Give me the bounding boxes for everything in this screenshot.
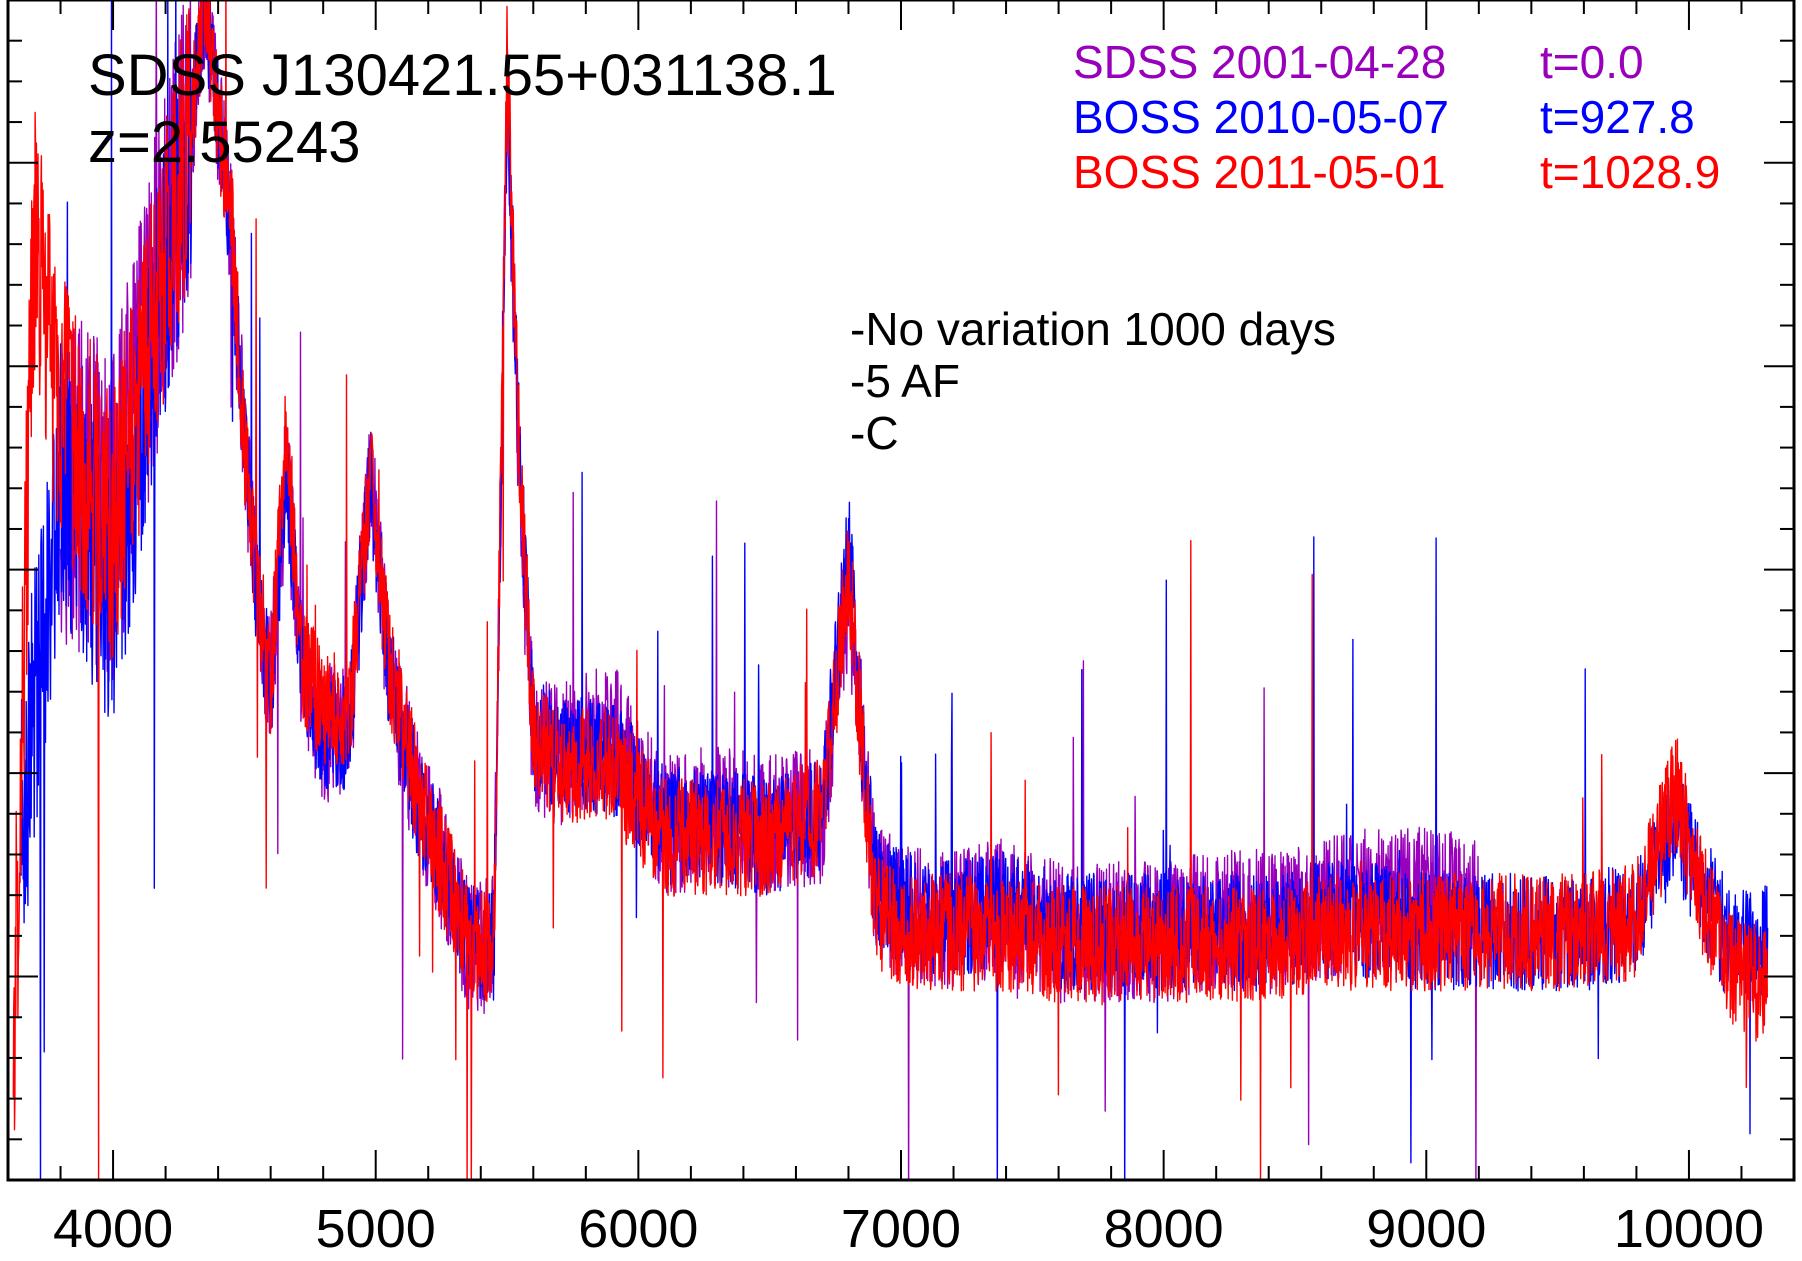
legend-time-boss-2010: t=927.8 — [1540, 91, 1695, 143]
x-tick-label-7000: 7000 — [841, 1199, 961, 1259]
x-tick-label-5000: 5000 — [316, 1199, 436, 1259]
legend-entry-boss-2010: BOSS 2010-05-07 t=927.8 — [1073, 91, 1695, 143]
legend-label-boss-2011: BOSS 2011-05-01 — [1073, 146, 1446, 198]
x-tick-label-6000: 6000 — [578, 1199, 698, 1259]
legend-time-sdss-2001: t=0.0 — [1540, 36, 1644, 88]
annotation-af: -5 AF — [850, 355, 960, 407]
annotations: -No variation 1000 days -5 AF -C — [850, 303, 1336, 459]
annotation-class: -C — [850, 407, 899, 459]
legend: SDSS 2001-04-28 t=0.0 BOSS 2010-05-07 t=… — [1073, 36, 1720, 198]
chart-subtitle: z=2.55243 — [88, 110, 361, 175]
legend-time-boss-2011: t=1028.9 — [1540, 146, 1720, 198]
legend-entry-sdss-2001: SDSS 2001-04-28 t=0.0 — [1073, 36, 1644, 88]
series-layer — [12, 0, 1769, 1180]
x-tick-label-4000: 4000 — [53, 1199, 173, 1259]
legend-label-boss-2010: BOSS 2010-05-07 — [1073, 91, 1449, 143]
legend-label-sdss-2001: SDSS 2001-04-28 — [1073, 36, 1446, 88]
plot-frame — [6, 0, 1796, 1182]
x-tick-label-9000: 9000 — [1366, 1199, 1486, 1259]
x-tick-labels: 4000 5000 6000 7000 8000 9000 10000 — [53, 1199, 1764, 1259]
chart-title: SDSS J130421.55+031138.1 — [88, 43, 837, 108]
annotation-variation: -No variation 1000 days — [850, 303, 1336, 355]
legend-entry-boss-2011: BOSS 2011-05-01 t=1028.9 — [1073, 146, 1720, 198]
x-tick-label-8000: 8000 — [1104, 1199, 1224, 1259]
x-tick-label-10000: 10000 — [1614, 1199, 1764, 1259]
series-line-3 — [12, 0, 1768, 1180]
